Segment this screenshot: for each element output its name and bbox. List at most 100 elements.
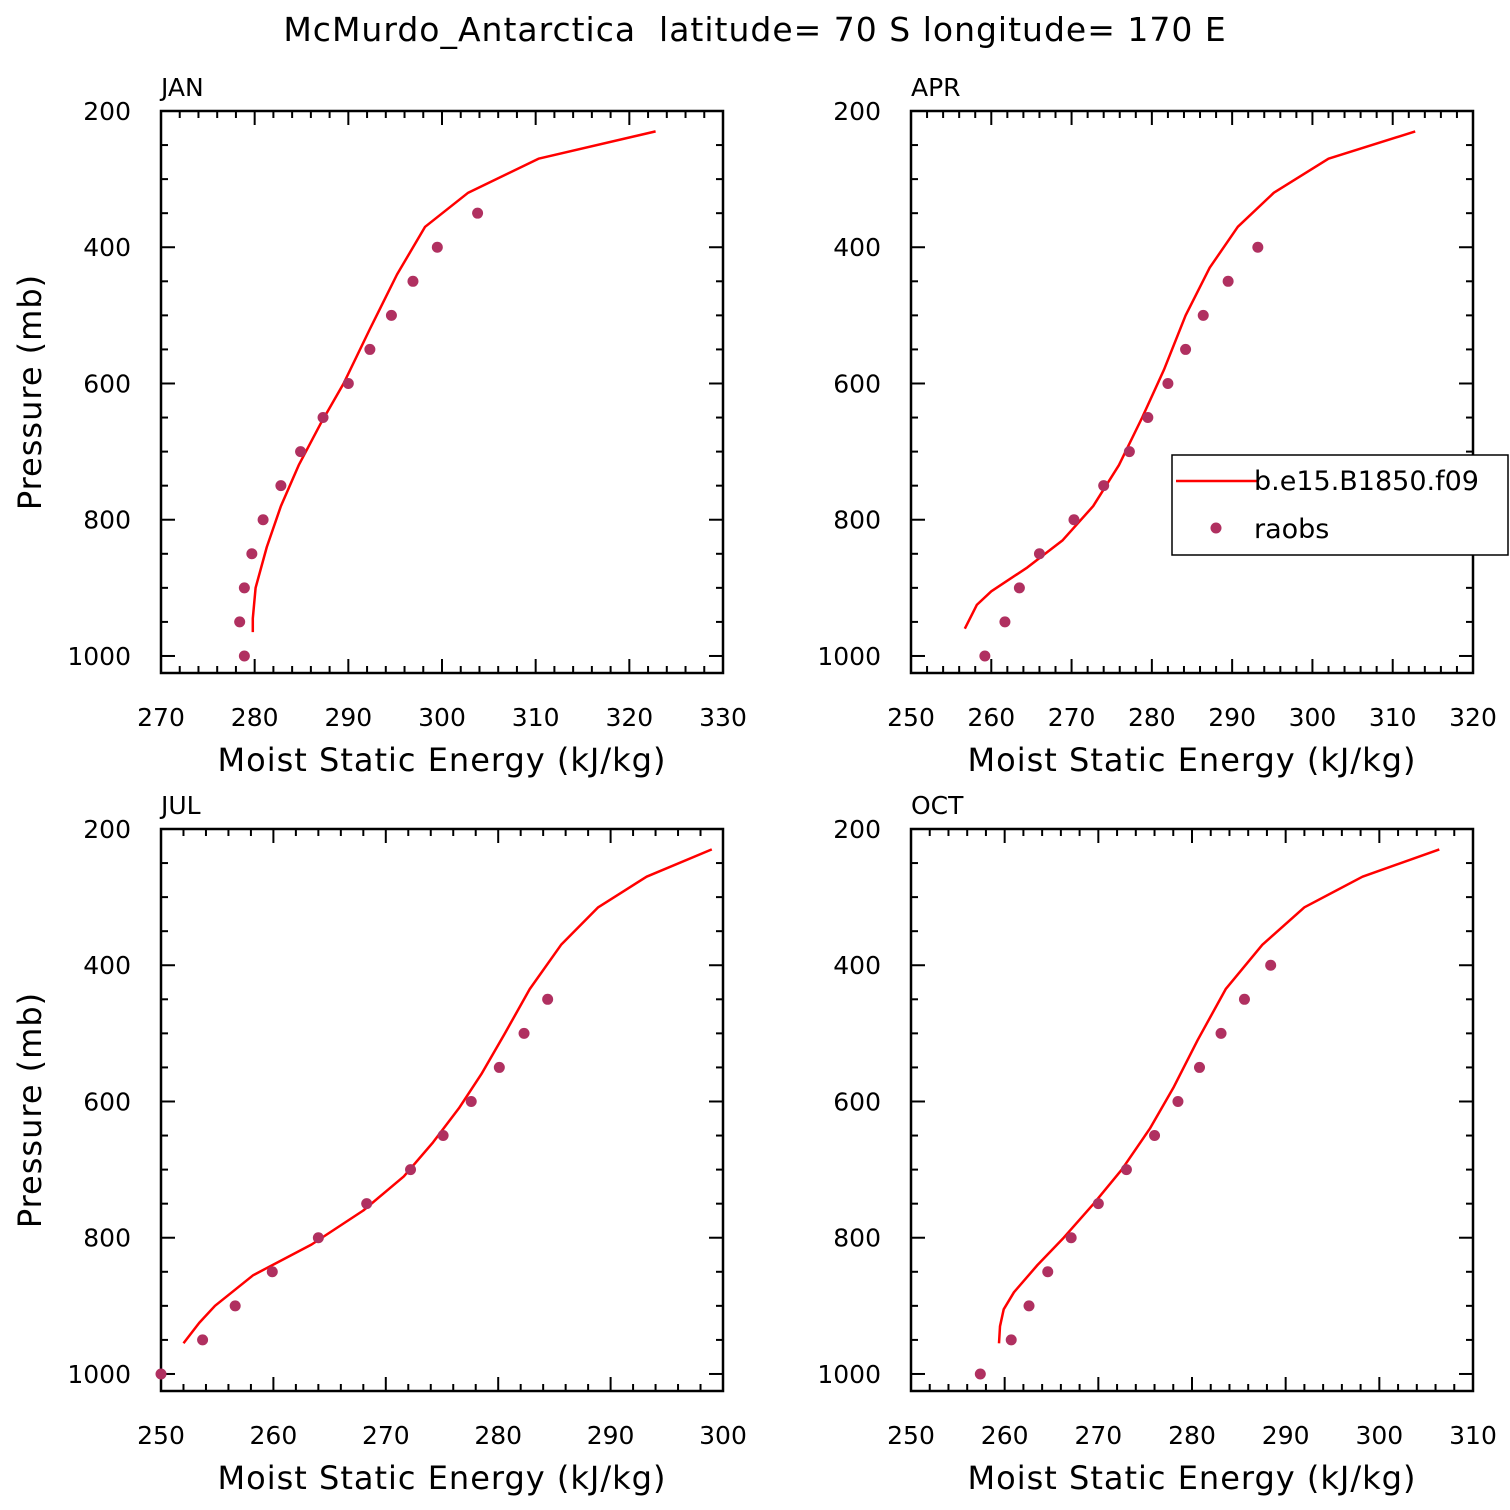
x-tick-label: 250: [887, 1421, 935, 1450]
y-tick-label: 600: [833, 1087, 881, 1116]
y-axis-label: Pressure (mb): [11, 992, 49, 1228]
raobs-point: [1033, 548, 1045, 560]
x-tick-label: 300: [1355, 1421, 1403, 1450]
raobs-point: [1193, 1061, 1205, 1073]
raobs-point: [312, 1232, 324, 1244]
raobs-point: [1215, 1027, 1227, 1039]
x-axis-label: Moist Static Energy (kJ/kg): [968, 1459, 1417, 1497]
panel-jan: 270 280 290 300 310 320 330 200 400 600 800 1000 JAN…: [11, 73, 747, 779]
legend-marker-swatch: [1210, 522, 1222, 534]
raobs-point: [361, 1198, 373, 1210]
raobs-point: [1172, 1095, 1184, 1107]
raobs-point: [493, 1061, 505, 1073]
y-tick-label: 400: [83, 951, 131, 980]
raobs-point: [197, 1334, 209, 1346]
raobs-point: [238, 650, 250, 662]
model-profile-line: [182, 848, 713, 1345]
raobs-point: [266, 1266, 278, 1278]
x-tick-label: 290: [1208, 703, 1256, 732]
raobs-point: [1065, 1232, 1077, 1244]
y-tick-label: 400: [83, 233, 131, 262]
raobs-point: [342, 377, 354, 389]
x-tick-label: 280: [1128, 703, 1176, 732]
y-tick-label: 600: [833, 369, 881, 398]
y-tick-label: 200: [833, 815, 881, 844]
y-tick-label: 800: [83, 506, 131, 535]
x-tick-label: 320: [605, 703, 653, 732]
plot-frame: [909, 827, 1475, 1393]
x-tick-label: 300: [1289, 703, 1337, 732]
x-tick-label: 310: [512, 703, 560, 732]
panel-jul: 250 260 270 280 290 300 200 400 600 800 1000 JUL Moi…: [11, 791, 747, 1497]
raobs-point: [1238, 993, 1250, 1005]
raobs-point: [1013, 582, 1025, 594]
x-tick-label: 310: [1369, 703, 1417, 732]
y-tick-label: 400: [833, 233, 881, 262]
raobs-point: [542, 993, 554, 1005]
raobs-point: [364, 343, 376, 355]
y-tick-label: 1000: [67, 1360, 131, 1389]
y-tick-label: 200: [83, 815, 131, 844]
raobs-point: [155, 1368, 167, 1380]
panel-label: APR: [911, 73, 961, 102]
y-axis-label: Pressure (mb): [11, 274, 49, 510]
plot-frame: [909, 109, 1475, 675]
x-tick-label: 320: [1449, 703, 1497, 732]
x-tick-label: 270: [1048, 703, 1096, 732]
page-title: McMurdo_Antarctica latitude= 70 S longit…: [283, 10, 1227, 49]
raobs-point: [1042, 1266, 1054, 1278]
y-tick-label: 1000: [817, 642, 881, 671]
x-tick-label: 290: [587, 1421, 635, 1450]
raobs-point: [1252, 241, 1264, 253]
x-tick-label: 330: [699, 703, 747, 732]
raobs-point: [1092, 1198, 1104, 1210]
raobs-point: [1023, 1300, 1035, 1312]
raobs-point: [234, 616, 246, 628]
x-tick-label: 290: [1262, 1421, 1310, 1450]
y-tick-label: 600: [83, 1087, 131, 1116]
legend-label-raobs: raobs: [1254, 514, 1329, 545]
model-profile-line: [997, 848, 1440, 1344]
x-tick-label: 250: [887, 703, 935, 732]
raobs-point: [229, 1300, 241, 1312]
raobs-point: [317, 412, 329, 424]
panel-apr: 250 260 270 280 290 300 310 320 200 400 600 800 1000…: [817, 73, 1509, 779]
x-tick-label: 260: [250, 1421, 298, 1450]
x-tick-label: 290: [324, 703, 372, 732]
raobs-point: [1222, 275, 1234, 287]
panel-label: JUL: [159, 791, 201, 820]
legend-box: [1171, 454, 1509, 556]
x-tick-label: 280: [474, 1421, 522, 1450]
raobs-point: [385, 309, 397, 321]
x-tick-label: 260: [967, 703, 1015, 732]
y-tick-label: 400: [833, 951, 881, 980]
raobs-point: [979, 650, 991, 662]
x-tick-label: 250: [137, 1421, 185, 1450]
raobs-point: [472, 207, 484, 219]
raobs-point: [518, 1027, 530, 1039]
y-tick-label: 800: [833, 506, 881, 535]
raobs-point: [246, 548, 258, 560]
panel-label: JAN: [159, 73, 204, 102]
x-axis-label: Moist Static Energy (kJ/kg): [218, 741, 667, 779]
raobs-point: [1142, 412, 1154, 424]
raobs-point: [1005, 1334, 1017, 1346]
x-tick-label: 280: [1168, 1421, 1216, 1450]
y-tick-label: 1000: [817, 1360, 881, 1389]
raobs-point: [431, 241, 443, 253]
panel-oct: 250 260 270 280 290 300 310 200 400 600 800 1000 OCT…: [817, 791, 1496, 1497]
panel-label: OCT: [911, 791, 964, 820]
raobs-point: [257, 514, 269, 526]
raobs-point: [1162, 377, 1174, 389]
x-tick-label: 300: [699, 1421, 747, 1450]
x-tick-label: 260: [981, 1421, 1029, 1450]
x-axis-label: Moist Static Energy (kJ/kg): [968, 741, 1417, 779]
raobs-point: [405, 1164, 417, 1176]
raobs-point: [1197, 309, 1209, 321]
raobs-point: [465, 1095, 477, 1107]
plot-frame: [159, 827, 725, 1393]
raobs-point: [275, 480, 287, 492]
model-profile-line: [251, 130, 656, 633]
raobs-point: [1123, 446, 1135, 458]
x-tick-label: 310: [1449, 1421, 1497, 1450]
